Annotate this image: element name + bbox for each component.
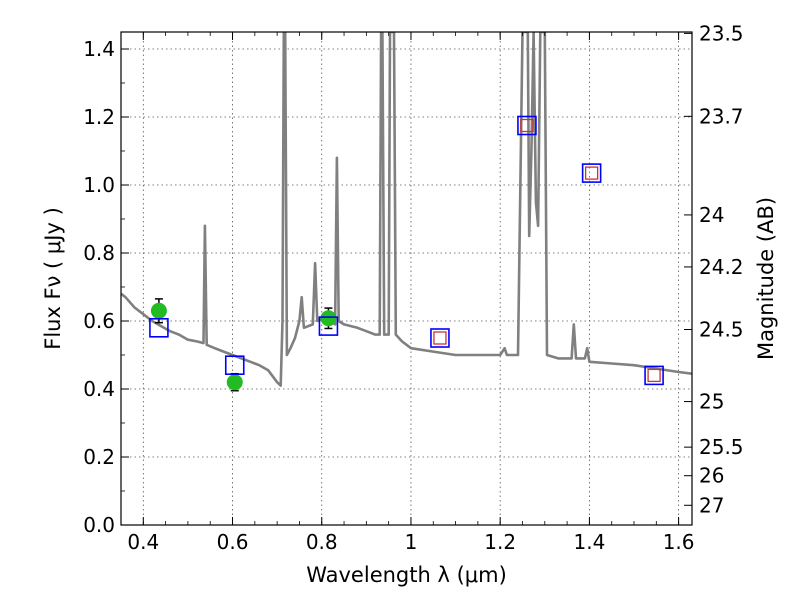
x-tick-label: 1 [405,530,418,554]
y2-tick-label: 24 [699,203,724,227]
x-axis-label: Wavelength λ (μm) [306,563,507,587]
model-flux-square [318,316,339,336]
plot-frame [120,31,693,526]
y2-axis-label: Magnitude (AB) [754,197,778,360]
observed-flux-square [584,166,599,180]
y2-tick-label: 25 [699,390,724,414]
y2-tick-label: 23.5 [699,21,744,45]
x-tick-label: 0.8 [306,530,338,554]
y-tick-label: 0.4 [83,377,115,401]
x-tick-label: 0.4 [127,530,159,554]
observed-flux-point [150,302,167,319]
observed-flux-square [647,368,661,383]
y-tick-label: 1.2 [83,105,115,129]
x-tick-label: 1.2 [484,530,516,554]
model-spectrum-series [121,32,692,387]
y-tick-label: 0.8 [83,241,115,265]
observed-flux-square [520,118,534,133]
model-flux-square [430,328,450,348]
grid [121,32,692,526]
observed-flux-point [226,374,243,391]
y2-tick-label: 26 [699,464,724,488]
y-axis-label: Flux Fν ( μJy ) [41,207,65,350]
y-tick-label: 0.2 [83,445,115,469]
y2-tick-label: 27 [699,493,724,517]
model-flux-square [644,365,664,386]
y2-tick-label: 25.5 [699,435,744,459]
model-flux-square [517,115,537,136]
x-tick-label: 1.6 [663,530,695,554]
model-flux-square [149,317,169,338]
y2-tick-label: 23.7 [699,104,744,128]
y2-tick-label: 24.5 [699,318,744,342]
y-tick-label: 1.0 [83,173,115,197]
spectrum-line [121,32,692,387]
y2-tick-label: 24.2 [699,255,744,279]
x-tick-label: 0.6 [217,530,249,554]
model-flux-square [581,163,602,183]
model-flux-square [224,355,245,376]
axis-ticks: 0.4 0.6 0.8 1 1.2 1.4 1.6 0.0 0.2 0.4 0.6 0.8 1.0 1.2… [83,21,743,554]
photometry-series [149,115,664,392]
observed-flux-square [433,331,447,345]
x-tick-label: 1.4 [573,530,605,554]
y-tick-label: 0.6 [83,309,115,333]
y-tick-label: 1.4 [83,37,115,61]
y-tick-label: 0.0 [83,513,115,537]
observed-flux-point [320,310,337,327]
